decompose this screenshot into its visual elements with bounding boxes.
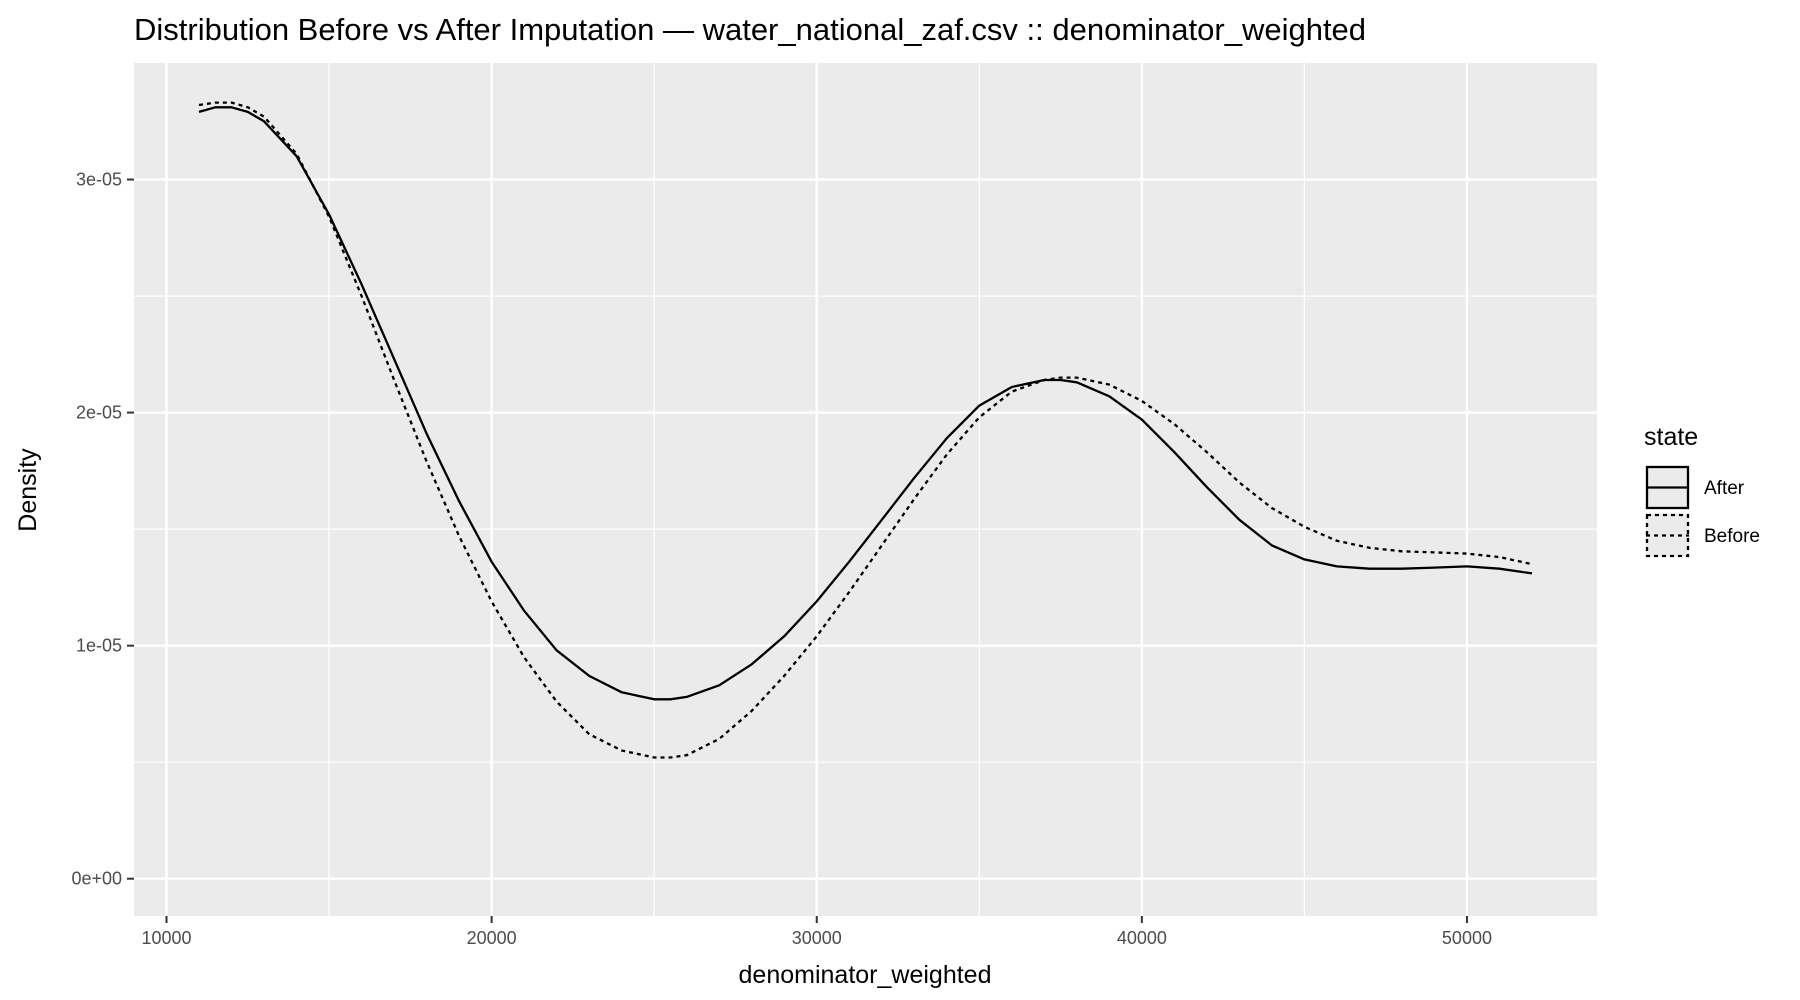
grid-minor [134, 63, 1597, 916]
series-line-before [198, 101, 1533, 759]
x-tick-label: 50000 [1442, 928, 1492, 948]
legend-label-before: Before [1704, 526, 1760, 547]
y-tick-label: 1e-05 [76, 636, 122, 656]
y-axis-label: Density [14, 448, 42, 532]
x-tick-label: 40000 [1117, 928, 1167, 948]
series-lines [198, 101, 1533, 759]
legend: state After Before [1644, 423, 1760, 558]
grid-major [134, 63, 1597, 916]
series-line-after [198, 106, 1533, 701]
legend-key-before [1646, 514, 1689, 557]
x-tick-label: 10000 [141, 928, 191, 948]
x-axis: 10000 20000 30000 40000 50000 [141, 916, 1492, 948]
y-tick-label: 3e-05 [76, 170, 122, 190]
y-tick-label: 0e+00 [71, 869, 122, 889]
legend-items: After Before [1645, 465, 1760, 558]
x-tick-label: 30000 [792, 928, 842, 948]
y-tick-label: 2e-05 [76, 403, 122, 423]
chart-title: Distribution Before vs After Imputation … [134, 12, 1366, 47]
legend-label-after: After [1704, 478, 1745, 499]
y-axis: 0e+00 1e-05 2e-05 3e-05 [71, 170, 134, 889]
plot-panel [134, 63, 1597, 916]
x-axis-label: denominator_weighted [739, 961, 992, 989]
legend-key-outline-after [1645, 465, 1690, 510]
x-tick-label: 20000 [467, 928, 517, 948]
legend-title: state [1644, 423, 1698, 451]
